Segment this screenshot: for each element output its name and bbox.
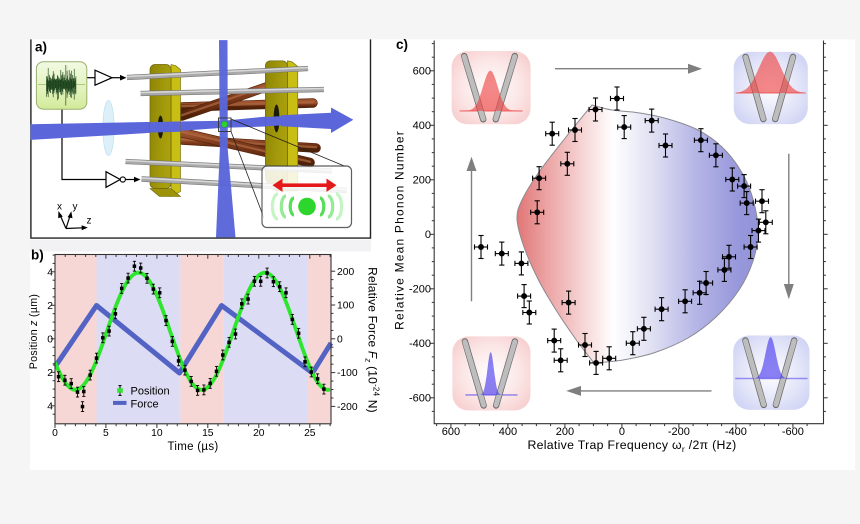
- svg-text:200: 200: [337, 267, 354, 278]
- svg-text:25: 25: [304, 428, 316, 439]
- svg-text:0: 0: [47, 334, 53, 345]
- svg-text:20: 20: [253, 428, 265, 439]
- svg-text:4: 4: [47, 267, 53, 278]
- svg-text:Force: Force: [131, 399, 159, 411]
- svg-text:-400: -400: [409, 338, 431, 350]
- svg-text:Relative Trap Frequency ωr /2π: Relative Trap Frequency ωr /2π (Hz): [527, 438, 736, 454]
- svg-text:-200: -200: [337, 402, 358, 413]
- svg-text:z: z: [87, 216, 92, 227]
- svg-text:b): b): [31, 248, 44, 263]
- svg-text:-600: -600: [782, 426, 804, 438]
- svg-text:-400: -400: [725, 426, 747, 438]
- svg-text:600: 600: [442, 426, 460, 438]
- svg-text:2: 2: [47, 301, 53, 312]
- svg-text:-100: -100: [337, 368, 358, 379]
- svg-text:Relative Mean Phonon Number: Relative Mean Phonon Number: [393, 130, 407, 330]
- svg-text:c): c): [396, 37, 408, 52]
- svg-text:Position: Position: [131, 386, 170, 398]
- svg-text:Position z (µm): Position z (µm): [28, 294, 40, 369]
- svg-text:400: 400: [413, 120, 431, 132]
- svg-text:y: y: [73, 202, 78, 213]
- svg-text:4: 4: [47, 401, 53, 412]
- svg-text:-200: -200: [409, 284, 431, 296]
- svg-text:15: 15: [202, 428, 214, 439]
- svg-text:2: 2: [47, 368, 53, 379]
- svg-text:0: 0: [337, 334, 343, 345]
- svg-text:0: 0: [52, 428, 58, 439]
- svg-text:x: x: [57, 202, 62, 213]
- svg-text:600: 600: [413, 66, 431, 78]
- svg-text:-200: -200: [668, 426, 690, 438]
- svg-text:0: 0: [619, 426, 625, 438]
- svg-text:100: 100: [337, 301, 354, 312]
- svg-text:200: 200: [413, 175, 431, 187]
- svg-text:a): a): [35, 40, 47, 55]
- svg-text:Relative Force Fz (10-24 N): Relative Force Fz (10-24 N): [364, 267, 381, 413]
- svg-text:0: 0: [425, 229, 431, 241]
- svg-text:-600: -600: [409, 393, 431, 405]
- svg-text:Time (µs): Time (µs): [167, 441, 218, 453]
- svg-text:5: 5: [103, 428, 109, 439]
- svg-text:10: 10: [151, 428, 163, 439]
- svg-text:400: 400: [499, 426, 517, 438]
- svg-text:200: 200: [556, 426, 574, 438]
